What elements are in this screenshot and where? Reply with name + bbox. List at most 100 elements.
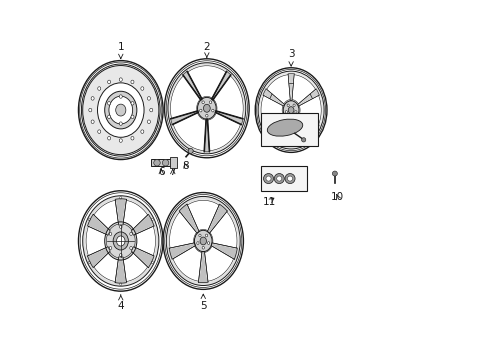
Polygon shape — [123, 200, 147, 230]
Polygon shape — [123, 252, 147, 282]
Polygon shape — [291, 116, 315, 145]
Circle shape — [188, 148, 193, 153]
Ellipse shape — [109, 96, 132, 124]
Ellipse shape — [129, 247, 132, 249]
Ellipse shape — [194, 230, 212, 252]
Ellipse shape — [104, 222, 137, 260]
Ellipse shape — [113, 232, 128, 250]
Ellipse shape — [147, 120, 150, 123]
Ellipse shape — [107, 102, 110, 105]
Ellipse shape — [202, 246, 204, 249]
Polygon shape — [266, 116, 290, 145]
Polygon shape — [187, 66, 225, 98]
Polygon shape — [299, 95, 321, 125]
Ellipse shape — [267, 119, 302, 136]
Ellipse shape — [196, 242, 199, 244]
Ellipse shape — [81, 64, 160, 156]
Circle shape — [263, 174, 273, 184]
Ellipse shape — [166, 61, 247, 156]
Ellipse shape — [285, 111, 287, 113]
Ellipse shape — [109, 233, 112, 235]
Ellipse shape — [255, 68, 326, 152]
Ellipse shape — [119, 225, 122, 228]
Ellipse shape — [131, 136, 134, 140]
Polygon shape — [204, 246, 233, 281]
Ellipse shape — [119, 122, 122, 125]
Ellipse shape — [292, 104, 295, 107]
Polygon shape — [94, 252, 118, 282]
Ellipse shape — [91, 120, 94, 123]
Ellipse shape — [289, 115, 292, 117]
Ellipse shape — [199, 234, 201, 237]
Ellipse shape — [141, 87, 143, 90]
Ellipse shape — [205, 234, 207, 237]
Ellipse shape — [98, 87, 101, 90]
Ellipse shape — [200, 237, 206, 245]
Polygon shape — [198, 252, 208, 283]
Text: 11: 11 — [263, 197, 276, 207]
Polygon shape — [170, 76, 200, 118]
Ellipse shape — [98, 130, 101, 134]
Polygon shape — [207, 113, 240, 151]
Circle shape — [274, 174, 284, 184]
Ellipse shape — [286, 104, 289, 107]
Ellipse shape — [163, 193, 243, 289]
Polygon shape — [291, 75, 315, 104]
Ellipse shape — [199, 109, 202, 112]
Ellipse shape — [197, 98, 216, 119]
Polygon shape — [134, 226, 155, 256]
Ellipse shape — [119, 78, 122, 81]
Text: 1: 1 — [117, 42, 124, 59]
Ellipse shape — [147, 96, 150, 100]
Polygon shape — [213, 76, 243, 118]
Polygon shape — [263, 89, 284, 106]
Ellipse shape — [202, 101, 204, 104]
Ellipse shape — [107, 136, 110, 140]
Polygon shape — [266, 75, 290, 104]
Polygon shape — [115, 199, 126, 225]
Ellipse shape — [80, 62, 162, 158]
Ellipse shape — [164, 59, 249, 158]
Polygon shape — [215, 111, 243, 125]
Ellipse shape — [91, 96, 94, 100]
Circle shape — [285, 174, 294, 184]
Polygon shape — [287, 120, 294, 147]
Ellipse shape — [109, 247, 112, 249]
Polygon shape — [87, 214, 110, 235]
Ellipse shape — [207, 242, 209, 244]
Ellipse shape — [78, 60, 163, 159]
Ellipse shape — [120, 283, 122, 285]
Ellipse shape — [209, 101, 211, 104]
Text: 4: 4 — [117, 295, 124, 311]
Polygon shape — [179, 204, 199, 233]
Ellipse shape — [151, 218, 153, 221]
Polygon shape — [173, 246, 202, 281]
Text: 2: 2 — [203, 42, 210, 58]
Polygon shape — [94, 200, 118, 230]
Polygon shape — [183, 71, 202, 100]
Ellipse shape — [153, 159, 160, 166]
Text: 8: 8 — [182, 161, 188, 171]
Circle shape — [332, 171, 337, 176]
Ellipse shape — [119, 139, 122, 142]
Ellipse shape — [256, 69, 325, 151]
Ellipse shape — [167, 63, 245, 154]
Polygon shape — [204, 119, 209, 152]
Ellipse shape — [107, 115, 110, 118]
Text: 5: 5 — [200, 294, 206, 311]
Ellipse shape — [166, 197, 240, 285]
Text: 7: 7 — [169, 167, 176, 177]
Ellipse shape — [97, 83, 144, 137]
FancyBboxPatch shape — [169, 157, 177, 168]
Ellipse shape — [82, 196, 159, 286]
Circle shape — [287, 176, 292, 181]
Ellipse shape — [119, 95, 122, 98]
Bar — [260, 166, 306, 192]
Ellipse shape — [287, 107, 293, 113]
Ellipse shape — [131, 80, 134, 84]
Bar — [260, 113, 317, 145]
Polygon shape — [287, 74, 294, 100]
Text: 3: 3 — [287, 49, 294, 66]
Polygon shape — [86, 226, 107, 256]
Polygon shape — [169, 243, 195, 259]
